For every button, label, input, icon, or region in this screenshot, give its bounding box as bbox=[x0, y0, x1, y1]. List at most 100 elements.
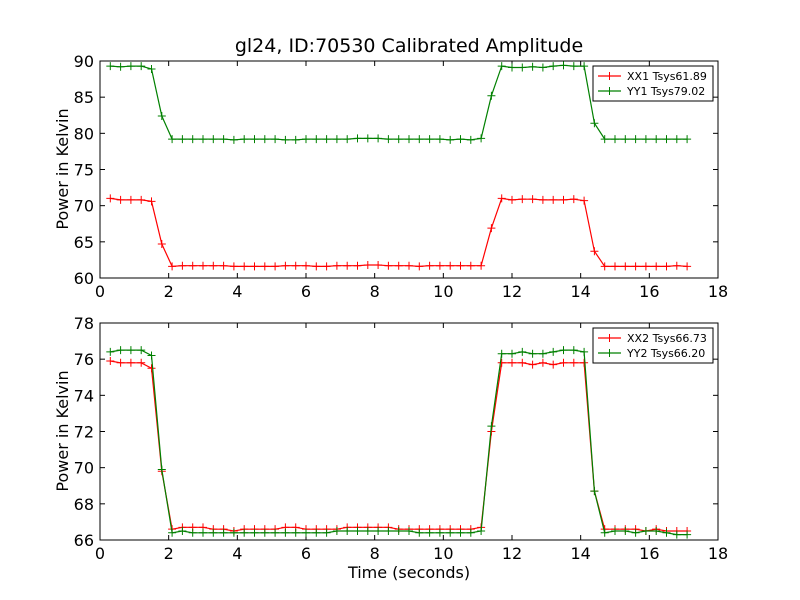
legend-marker bbox=[605, 349, 614, 357]
data-point bbox=[641, 526, 650, 535]
top-panel: gl24, ID:70530 Calibrated Amplitude Powe… bbox=[53, 35, 728, 301]
data-point bbox=[569, 358, 578, 367]
data-point bbox=[415, 528, 424, 537]
data-point bbox=[518, 63, 527, 72]
data-point bbox=[240, 262, 249, 271]
legend-box bbox=[592, 65, 714, 102]
legend-label: XX1 Tsys61.89 bbox=[627, 70, 707, 83]
data-point bbox=[683, 530, 692, 539]
data-point bbox=[106, 194, 115, 203]
data-point bbox=[384, 135, 393, 144]
data-point bbox=[518, 195, 527, 204]
data-point bbox=[662, 262, 671, 271]
data-point bbox=[353, 261, 362, 270]
data-point bbox=[611, 135, 619, 144]
data-point bbox=[487, 422, 496, 431]
x-tick-label: 18 bbox=[708, 544, 728, 563]
data-point bbox=[405, 526, 413, 535]
bottom-x-axis-label: Time (seconds) bbox=[347, 563, 470, 582]
data-point bbox=[497, 194, 506, 203]
data-point bbox=[116, 358, 125, 367]
data-point bbox=[312, 135, 321, 144]
data-point bbox=[343, 135, 352, 144]
data-point bbox=[435, 261, 444, 270]
data-point bbox=[260, 135, 269, 144]
data-point bbox=[590, 247, 599, 256]
legend-label: XX2 Tsys66.73 bbox=[627, 332, 707, 345]
data-point bbox=[528, 195, 537, 204]
data-point bbox=[137, 346, 146, 355]
data-point bbox=[446, 528, 455, 537]
data-point bbox=[394, 261, 403, 270]
data-point bbox=[559, 346, 568, 355]
data-point bbox=[168, 135, 177, 144]
data-point bbox=[497, 62, 506, 71]
data-point bbox=[260, 528, 269, 537]
data-point bbox=[147, 364, 156, 373]
x-tick-label: 10 bbox=[433, 282, 453, 301]
data-point bbox=[178, 526, 187, 535]
data-point bbox=[538, 358, 547, 367]
data-point bbox=[106, 62, 115, 71]
data-point bbox=[569, 62, 578, 71]
data-point bbox=[456, 528, 465, 537]
series-line bbox=[110, 360, 688, 532]
data-point bbox=[425, 528, 434, 537]
data-point bbox=[477, 526, 486, 535]
data-point bbox=[415, 135, 424, 144]
data-point bbox=[538, 195, 547, 204]
data-point bbox=[497, 349, 506, 358]
bottom-legend: XX2 Tsys66.73 YY2 Tsys66.20 bbox=[592, 327, 714, 364]
data-point bbox=[332, 135, 341, 144]
data-point bbox=[683, 135, 692, 144]
x-tick-label: 12 bbox=[502, 282, 522, 301]
data-point bbox=[456, 261, 465, 270]
data-point bbox=[590, 487, 599, 496]
data-point bbox=[611, 262, 619, 271]
data-point bbox=[435, 135, 444, 144]
data-point bbox=[466, 528, 475, 537]
data-point bbox=[662, 528, 671, 537]
data-point bbox=[394, 135, 403, 144]
data-point bbox=[271, 135, 280, 144]
data-point bbox=[332, 526, 341, 535]
data-point bbox=[106, 356, 115, 365]
data-point bbox=[477, 134, 486, 143]
data-point bbox=[168, 262, 177, 271]
data-point bbox=[652, 262, 661, 271]
y-tick-label: 90 bbox=[74, 52, 94, 71]
data-point bbox=[250, 135, 259, 144]
x-tick-label: 4 bbox=[232, 544, 242, 563]
data-point bbox=[652, 135, 661, 144]
y-tick-label: 78 bbox=[74, 314, 94, 333]
data-point bbox=[229, 262, 238, 271]
x-tick-label: 14 bbox=[570, 282, 590, 301]
data-point bbox=[240, 135, 249, 144]
data-point bbox=[405, 261, 413, 270]
legend-item: YY2 Tsys66.20 bbox=[598, 347, 705, 360]
data-point bbox=[559, 61, 568, 70]
data-point bbox=[353, 526, 362, 535]
data-point bbox=[611, 526, 619, 535]
data-point bbox=[487, 91, 496, 100]
y-tick-label: 80 bbox=[74, 124, 94, 143]
data-point bbox=[302, 261, 310, 270]
data-point bbox=[188, 261, 197, 270]
bottom-panel: Power in Kelvin Time (seconds) 0 2 4 6 8 10 12… bbox=[53, 314, 728, 582]
y-tick-label: 60 bbox=[74, 269, 94, 288]
data-point bbox=[188, 135, 197, 144]
x-tick-label: 12 bbox=[502, 544, 522, 563]
data-point bbox=[538, 349, 547, 358]
legend-marker bbox=[605, 87, 614, 95]
data-point bbox=[312, 262, 321, 271]
x-tick-label: 14 bbox=[570, 544, 590, 563]
data-point bbox=[353, 134, 362, 143]
data-point bbox=[456, 135, 465, 144]
data-point bbox=[157, 465, 166, 474]
legend-item: YY1 Tsys79.02 bbox=[598, 85, 705, 98]
data-point bbox=[374, 134, 383, 143]
data-point bbox=[147, 351, 156, 360]
data-point bbox=[394, 526, 403, 535]
